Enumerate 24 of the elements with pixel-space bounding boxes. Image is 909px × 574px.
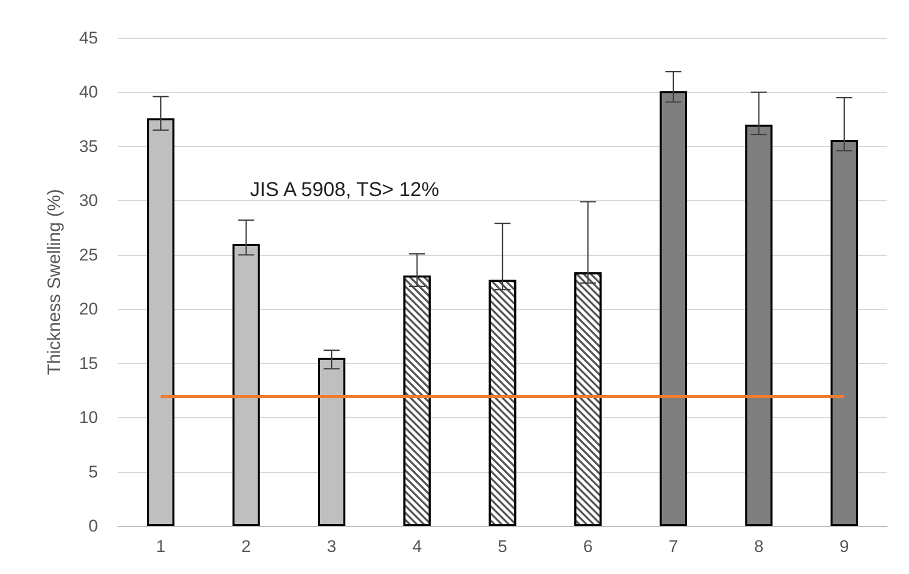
y-tick-label: 40 bbox=[79, 82, 98, 102]
y-tick-label: 10 bbox=[79, 408, 98, 428]
y-axis-title: Thickness Swelling (%) bbox=[44, 188, 64, 376]
x-tick-label: 8 bbox=[754, 537, 764, 556]
bar bbox=[745, 124, 773, 526]
x-tick-label: 6 bbox=[583, 537, 593, 556]
x-tick-label: 1 bbox=[156, 537, 166, 556]
y-tick-label: 5 bbox=[88, 462, 98, 482]
y-tick-label: 30 bbox=[79, 191, 98, 210]
x-tick-label: 5 bbox=[498, 537, 508, 556]
y-tick-label: 25 bbox=[79, 245, 98, 264]
y-tick-label: 20 bbox=[79, 300, 98, 319]
annotation: JIS A 5908, TS> 12% bbox=[250, 179, 440, 201]
bar bbox=[830, 140, 858, 526]
x-tick-label: 9 bbox=[840, 537, 850, 556]
x-tick-label: 4 bbox=[412, 537, 422, 556]
x-tick-label: 2 bbox=[241, 537, 251, 556]
bar bbox=[660, 91, 688, 526]
x-tick-label: 7 bbox=[668, 537, 678, 556]
y-tick-label: 35 bbox=[79, 136, 98, 156]
y-tick-label: 0 bbox=[88, 516, 98, 536]
x-tick-label: 3 bbox=[326, 537, 336, 556]
y-tick-label: 45 bbox=[79, 28, 98, 48]
y-tick-label: 15 bbox=[79, 354, 98, 373]
